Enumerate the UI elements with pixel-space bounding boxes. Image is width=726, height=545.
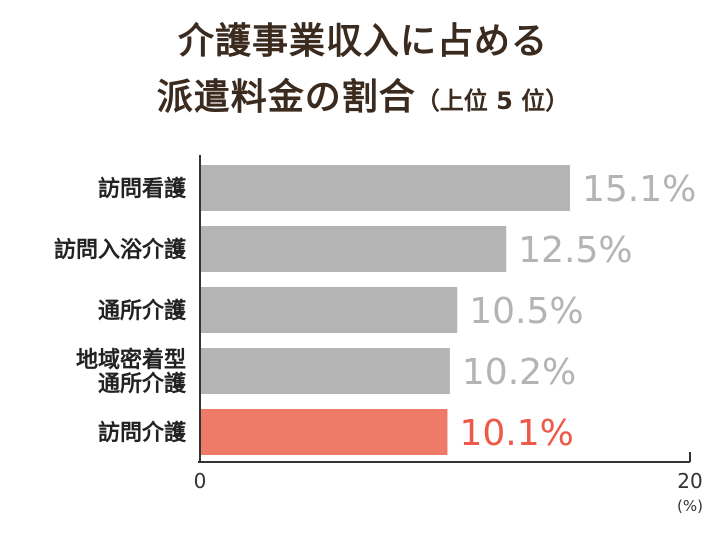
x-tick-label: 0 <box>194 469 207 493</box>
category-label: 通所介護 <box>98 371 187 397</box>
chart-title-main: 派遣料金の割合 <box>156 77 416 118</box>
chart-title-suffix: （上位 5 位） <box>415 87 570 115</box>
bar <box>200 409 448 455</box>
bar-value-label: 10.2% <box>462 352 576 393</box>
bar <box>200 348 450 394</box>
chart-title-line2: 派遣料金の割合（上位 5 位） <box>0 80 726 116</box>
bar-value-label: 12.5% <box>518 230 632 271</box>
category-label: 訪問入浴介護 <box>54 237 187 263</box>
bar-value-label: 10.1% <box>459 413 573 454</box>
chart-title-line1: 介護事業収入に占める <box>177 21 548 62</box>
category-label: 地域密着型 <box>76 347 186 373</box>
bar <box>200 226 507 272</box>
category-label: 訪問看護 <box>98 176 187 202</box>
bar <box>200 165 570 211</box>
category-label: 通所介護 <box>98 298 187 324</box>
x-tick-label: 20 <box>677 469 702 493</box>
bar-value-label: 10.5% <box>469 291 583 332</box>
x-axis-unit: (%) <box>677 497 703 515</box>
bar-value-label: 15.1% <box>582 169 696 210</box>
bar <box>200 287 458 333</box>
category-label: 訪問介護 <box>98 420 187 446</box>
